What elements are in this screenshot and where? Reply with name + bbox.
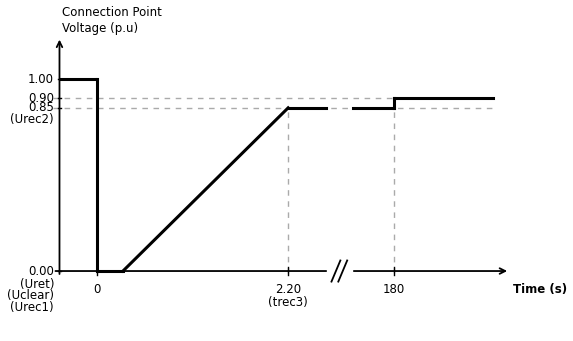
Bar [327, 258, 352, 283]
Text: Time (s): Time (s) [513, 283, 567, 296]
Text: (Uclear): (Uclear) [7, 290, 54, 302]
Text: 1.00: 1.00 [28, 73, 54, 86]
Text: 0.85: 0.85 [28, 101, 54, 114]
Text: (Urec2): (Urec2) [10, 113, 54, 126]
Text: (Urec1): (Urec1) [10, 301, 54, 314]
Text: 0.00: 0.00 [28, 265, 54, 278]
Text: 0: 0 [93, 283, 101, 296]
Text: 2.20: 2.20 [275, 283, 301, 296]
Text: (Uret): (Uret) [19, 278, 54, 291]
Text: 180: 180 [383, 283, 405, 296]
Text: (trec3): (trec3) [268, 296, 308, 309]
Text: Connection Point
Voltage (p.u): Connection Point Voltage (p.u) [62, 6, 162, 35]
Text: 0.90: 0.90 [28, 92, 54, 105]
